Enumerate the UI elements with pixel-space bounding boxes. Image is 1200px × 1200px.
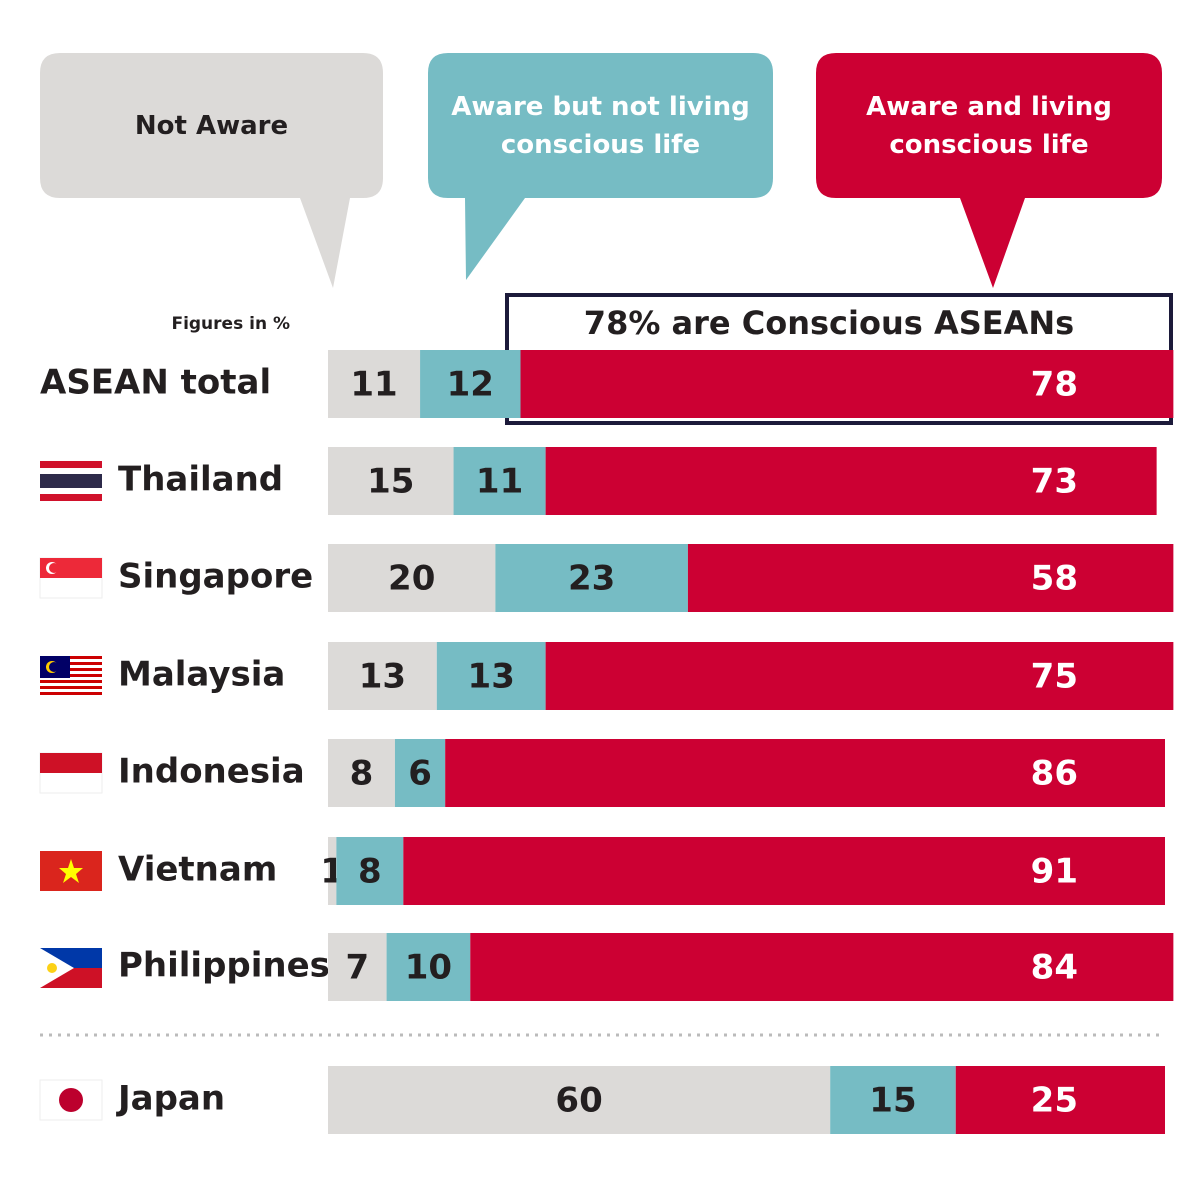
value-label: 58 [1031,559,1078,599]
value-label: 73 [1031,462,1078,502]
value-label: 60 [555,1081,602,1121]
bar-segment [328,739,395,807]
value-label: 10 [405,948,452,988]
bar-segment [453,447,546,515]
category-label: Philippines [118,946,330,986]
value-label: 8 [350,754,374,794]
bar-segment [436,642,546,710]
annotation: 78% are Conscious ASEANs [584,304,1074,342]
value-label: 23 [568,559,615,599]
legend-item: Aware but not living conscious life [451,91,750,160]
bar-segment [328,933,387,1001]
value-label: 13 [359,657,406,697]
legend-item: Not Aware [134,110,289,141]
bar-segment [328,837,337,905]
bar-segment [545,447,1157,515]
bar-segment [545,642,1174,710]
flags [39,461,103,1121]
flag-malaysia [40,656,102,696]
value-label: 15 [869,1081,916,1121]
flag-philippines [40,948,102,988]
value-label: 13 [468,657,515,697]
category-label: Indonesia [118,752,305,792]
category-label: Thailand [118,460,283,500]
flag-thailand [40,461,102,501]
bar-segment [394,739,446,807]
bar-segment [328,544,496,612]
bar-segment [955,1066,1165,1134]
flag-singapore [39,557,103,599]
bar-segment [420,350,521,418]
bar-segment [403,837,1166,905]
bar-segment [336,837,404,905]
bar-segment [687,544,1174,612]
flag-japan [39,1079,103,1121]
category-label: Japan [116,1079,225,1119]
value-label: 12 [447,365,494,405]
value-label: 86 [1031,754,1078,794]
bar-segment [328,350,421,418]
legend-item: Aware and living conscious life [866,91,1112,160]
bar-segment [470,933,1174,1001]
bar-segment [445,739,1165,807]
bar-segment [328,642,437,710]
value-label: 8 [358,852,382,892]
legend-label: Not Aware [134,110,289,141]
value-label: 11 [350,365,397,405]
category-label: ASEAN total [40,363,271,403]
value-label: 7 [345,948,369,988]
category-label: Singapore [118,557,313,597]
legend-label: Aware and living conscious life [866,91,1112,160]
category-label: Vietnam [118,850,277,890]
bar-segment [328,1066,831,1134]
note: Figures in % [171,314,290,334]
callout-bubble [816,53,1162,288]
callout-bubble [40,53,383,288]
category-label: Malaysia [118,655,285,695]
bar-segment [328,447,454,515]
value-label: 15 [367,462,414,502]
flag-vietnam [40,851,102,891]
bar-segment [495,544,688,612]
callout-bubble [428,53,773,280]
value-label: 6 [408,754,432,794]
bar-segment [386,933,471,1001]
flag-indonesia [39,752,103,794]
value-label: 11 [476,462,523,502]
value-label: 20 [388,559,435,599]
value-label: 91 [1031,852,1078,892]
value-label: 84 [1031,948,1078,988]
value-label: 78 [1031,365,1078,405]
value-label: 25 [1031,1081,1078,1121]
legend-label: Aware but not living conscious life [451,91,750,160]
value-label: 75 [1031,657,1078,697]
bar-segment [520,350,1174,418]
bar-segment [830,1066,956,1134]
